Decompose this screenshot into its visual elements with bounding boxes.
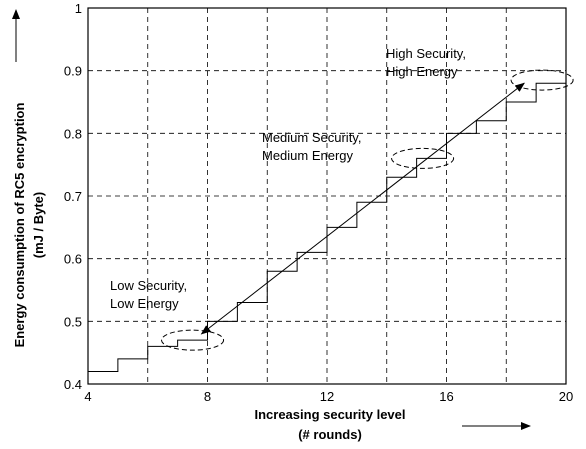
trend-line (201, 82, 525, 335)
y-tick-label: 0.4 (64, 377, 82, 392)
y-axis-label: Energy consumption of RC5 encryption (12, 103, 27, 348)
annotation-ellipse (510, 69, 574, 91)
y-tick-label: 0.5 (64, 314, 82, 329)
annotation-line: Low Security, (110, 278, 187, 293)
tick-labels: 4 8 12 16 20 0.4 0.5 0.6 0.7 0.8 0.9 1 (64, 1, 573, 404)
plot-frame (87, 7, 567, 385)
annotation-ellipse (161, 329, 225, 351)
annotation-ellipses (161, 69, 574, 351)
annotation-line: High Security, (386, 46, 466, 61)
series-layer (88, 70, 567, 372)
x-tick-label: 12 (320, 389, 334, 404)
annotation-line: Medium Energy (262, 148, 354, 163)
y-tick-label: 1 (75, 1, 82, 16)
annotation-ellipse (391, 147, 455, 169)
y-tick-label: 0.8 (64, 126, 82, 141)
x-tick-label: 20 (559, 389, 573, 404)
annotation-line: Medium Security, (262, 130, 361, 145)
y-axis-label-sub: (mJ / Byte) (31, 192, 46, 258)
y-tick-label: 0.6 (64, 252, 82, 267)
x-axis-label: Increasing security level (254, 407, 405, 422)
annotation-line: High Energy (386, 64, 458, 79)
annotation-text: Medium Security, Medium Energy (262, 130, 361, 163)
x-tick-label: 16 (439, 389, 453, 404)
x-tick-label: 8 (204, 389, 211, 404)
y-tick-label: 0.7 (64, 189, 82, 204)
y-tick-label: 0.9 (64, 64, 82, 79)
annotation-text: Low Security, Low Energy (110, 278, 187, 311)
x-tick-label: 4 (84, 389, 91, 404)
annotation-line: Low Energy (110, 296, 179, 311)
annotation-text: High Security, High Energy (386, 46, 466, 79)
grid (88, 8, 566, 384)
step-series-line (88, 70, 567, 372)
x-axis-label-sub: (# rounds) (298, 427, 362, 442)
